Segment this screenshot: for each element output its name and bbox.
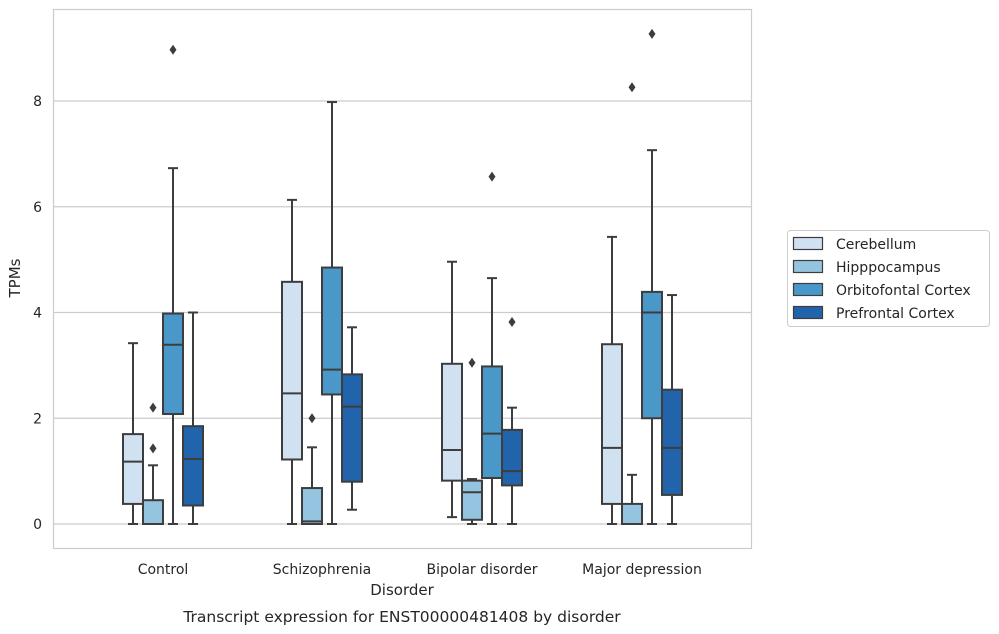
- box-body: [601, 343, 623, 505]
- box-control-orbitofontal-cortex: [162, 44, 184, 525]
- box-body: [641, 290, 663, 420]
- legend-label: Prefrontal Cortex: [836, 306, 955, 322]
- box-major-depression-prefrontal-cortex: [661, 294, 683, 525]
- x-tick-label: Control: [138, 562, 189, 578]
- x-tick-label: Schizophrenia: [273, 562, 371, 578]
- outlier-point: [468, 357, 476, 368]
- box-body: [162, 312, 184, 416]
- box-control-hipppocampus: [142, 402, 164, 525]
- series-cerebellum: [122, 198, 623, 525]
- y-axis-ticks: 0 2 4 6 8: [33, 94, 42, 533]
- legend-swatch: [792, 305, 824, 320]
- box-body: [341, 373, 363, 483]
- outlier-point: [648, 28, 656, 39]
- y-tick-label: 8: [33, 94, 42, 110]
- box-major-depression-hipppocampus: [621, 82, 643, 526]
- outlier-point: [308, 413, 316, 424]
- box-schizophrenia-prefrontal-cortex: [341, 326, 363, 511]
- legend-item-hipppocampus: Hipppocampus: [792, 259, 941, 276]
- box-body: [481, 365, 503, 479]
- y-axis-label: TPMs: [6, 258, 24, 298]
- y-tick-label: 0: [33, 517, 42, 533]
- box-body: [461, 479, 483, 521]
- box-bipolar-disorder-cerebellum: [441, 260, 463, 519]
- x-axis-ticks: Control Schizophrenia Bipolar disorder Majo…: [138, 562, 702, 578]
- box-bipolar-disorder-prefrontal-cortex: [501, 317, 523, 525]
- legend-swatch: [792, 236, 824, 251]
- outlier-point: [149, 402, 157, 413]
- plot-area-frame: [52, 8, 753, 550]
- legend-frame: [787, 230, 990, 327]
- box-bipolar-disorder-hipppocampus: [461, 357, 483, 525]
- legend-label: Orbitofontal Cortex: [836, 283, 971, 299]
- y-tick-label: 4: [33, 306, 42, 322]
- y-tick-label: 2: [33, 411, 42, 427]
- outlier-point: [169, 44, 177, 55]
- legend-item-cerebellum: Cerebellum: [792, 236, 916, 253]
- legend-label: Hipppocampus: [836, 260, 941, 276]
- box-body: [661, 388, 683, 496]
- box-schizophrenia-hipppocampus: [301, 413, 323, 526]
- legend-swatch: [792, 259, 824, 274]
- box-series: [122, 28, 683, 526]
- y-tick-label: 6: [33, 200, 42, 216]
- series-prefrontal-cortex: [182, 294, 683, 525]
- box-body: [281, 280, 303, 461]
- box-schizophrenia-orbitofontal-cortex: [321, 101, 343, 525]
- box-control-cerebellum: [122, 342, 144, 525]
- x-axis-label: Disorder: [370, 581, 434, 599]
- box-body: [142, 499, 164, 525]
- box-control-prefrontal-cortex: [182, 311, 204, 525]
- x-tick-label: Major depression: [582, 562, 702, 578]
- legend-item-prefrontal-cortex: Prefrontal Cortex: [792, 305, 955, 322]
- box-body: [321, 266, 343, 396]
- legend-label: Cerebellum: [836, 237, 916, 253]
- outlier-point: [149, 443, 157, 454]
- box-body: [621, 502, 643, 526]
- box-body: [441, 362, 463, 482]
- legend: Cerebellum Hipppocampus Orbitofontal Corte…: [787, 230, 990, 327]
- x-tick-label: Bipolar disorder: [426, 562, 537, 578]
- series-hipppocampus: [142, 82, 643, 526]
- outlier-point: [508, 317, 516, 328]
- box-major-depression-cerebellum: [601, 235, 623, 525]
- chart-caption: Transcript expression for ENST0000048140…: [182, 608, 621, 626]
- box-body: [182, 425, 204, 507]
- legend-item-orbitofontal-cortex: Orbitofontal Cortex: [792, 282, 971, 299]
- outlier-point: [628, 82, 636, 93]
- outlier-point: [488, 171, 496, 182]
- box-bipolar-disorder-orbitofontal-cortex: [481, 171, 503, 525]
- box-schizophrenia-cerebellum: [281, 198, 303, 525]
- series-orbitofontal-cortex: [162, 28, 663, 525]
- box-major-depression-orbitofontal-cortex: [641, 28, 663, 525]
- box-body: [301, 487, 323, 526]
- box-body: [501, 428, 523, 487]
- box-body: [122, 433, 144, 505]
- legend-swatch: [792, 282, 824, 297]
